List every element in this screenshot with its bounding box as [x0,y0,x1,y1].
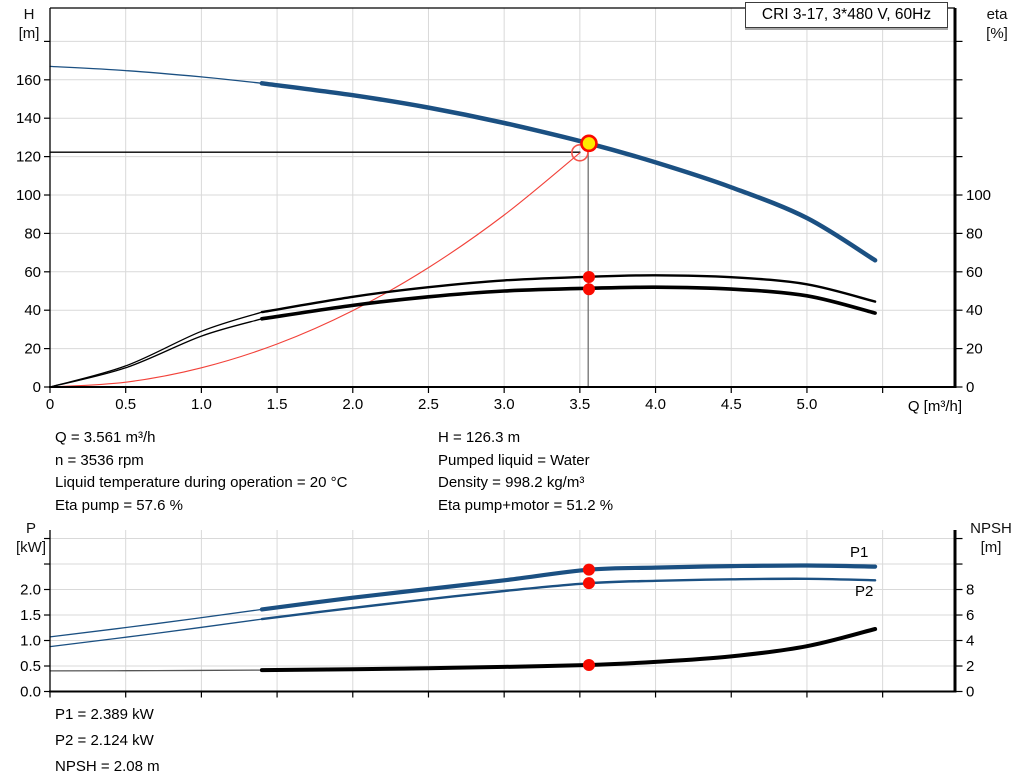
p-axis-title: P [kW] [8,519,54,557]
info-line-pumped-liquid: Pumped liquid = Water [438,451,590,469]
y-left-tick-label: 20 [24,341,41,358]
hq-chart-axes [44,7,963,393]
info-line-p1: P1 = 2.389 kW [55,706,154,723]
y-right-tick-label: 80 [966,225,983,242]
y-left-tick-label: 1.0 [20,633,41,650]
y-left-tick-label: 40 [24,302,41,319]
p2-point [582,577,595,590]
p1-curve-label: P1 [850,544,868,561]
y-left-tick-label: 0 [33,379,41,396]
npsh-axis-title-unit: [m] [980,539,1002,556]
eta-pump-motor-point [582,283,595,296]
y-left-tick-label: 140 [16,110,41,127]
x-tick-label: 1.0 [191,396,212,413]
npsh-axis-title-symbol: NPSH [970,520,1012,537]
y-left-tick-label: 100 [16,187,41,204]
p-npsh-chart: 0.0 0.5 1.0 1.5 2.0 0 2 4 6 8 P1 P2 [20,530,974,701]
system-curve [49,152,581,388]
requested-duty-point [571,143,589,162]
info-line-npsh: NPSH = 2.08 m [55,758,160,775]
hq-chart-tick-labels: 0 0.5 1.0 1.5 2.0 2.5 3.0 3.5 4.0 4.5 5.0 0 20 40 60 80… [16,72,991,413]
y-right-tick-label: 60 [966,264,983,281]
eta-pump-extension [49,311,263,388]
h-axis-title-unit: [m] [18,25,40,42]
hq-chart-grid [50,8,955,387]
y-right-tick-label: 6 [966,607,974,624]
y-left-tick-label: 80 [24,225,41,242]
y-right-tick-label: 2 [966,658,974,675]
p-npsh-chart-tick-labels: 0.0 0.5 1.0 1.5 2.0 0 2 4 6 8 [20,582,974,701]
y-right-tick-label: 8 [966,582,974,599]
y-right-tick-label: 40 [966,302,983,319]
y-left-tick-label: 160 [16,72,41,89]
pump-curve-extension [49,65,263,84]
p2-curve-extension [49,618,263,648]
duty-info-left-column: Q = 3.561 m³/h n = 3536 rpm Liquid tempe… [55,427,347,517]
x-tick-label: 3.5 [569,396,590,413]
q-axis-title: Q [m³/h] [907,398,962,415]
y-right-tick-label: 0 [966,379,974,396]
p1-point [582,563,595,576]
x-tick-label: 0 [46,396,54,413]
x-tick-label: 4.5 [721,396,742,413]
info-line-head: H = 126.3 m [438,429,521,446]
p-axis-title-symbol: P [25,520,36,537]
x-tick-label: 4.0 [645,396,666,413]
eta-axis-title: eta [%] [975,5,1019,43]
npsh-curve [259,627,878,673]
x-tick-label: 2.5 [418,396,439,413]
p2-curve-label: P2 [855,583,873,600]
pump-title-box: CRI 3-17, 3*480 V, 60Hz [745,2,948,28]
h-axis-title-symbol: H [23,6,35,23]
p1-curve [259,563,878,612]
npsh-point [582,658,595,671]
y-left-tick-label: 0.5 [20,658,41,675]
info-line-density: Density = 998.2 kg/m³ [438,474,585,491]
hq-chart: 0 0.5 1.0 1.5 2.0 2.5 3.0 3.5 4.0 4.5 5.0 0 20 40 60 80… [16,7,991,413]
p-npsh-chart-markers [582,563,595,671]
x-tick-label: 5.0 [797,396,818,413]
y-left-tick-label: 60 [24,264,41,281]
y-right-tick-label: 4 [966,633,974,650]
y-left-tick-label: 120 [16,149,41,166]
info-line-speed: n = 3536 rpm [55,451,144,469]
y-right-tick-label: 20 [966,341,983,358]
y-left-tick-label: 0.0 [20,684,41,701]
duty-point-marker [580,134,598,153]
duty-info-right-column: H = 126.3 m Pumped liquid = Water Densit… [438,427,613,517]
p1-curve-extension [49,608,263,638]
npsh-axis-title: NPSH [m] [962,519,1020,557]
p-npsh-chart-series [49,563,878,673]
eta-axis-title-symbol: eta [986,6,1008,23]
hq-chart-markers [571,134,598,296]
x-tick-label: 3.0 [494,396,515,413]
eta-pump-motor-extension [49,318,263,388]
h-axis-title: H [m] [10,5,48,43]
info-line-p2: P2 = 2.124 kW [55,732,154,749]
info-line-eta-pump-motor: Eta pump+motor = 51.2 % [438,496,614,514]
y-left-tick-label: 2.0 [20,582,41,599]
y-right-tick-label: 0 [966,684,974,701]
eta-pump-point [582,270,595,283]
hq-chart-series [49,65,878,388]
eta-axis-title-unit: [%] [986,25,1008,42]
x-tick-label: 2.0 [342,396,363,413]
eta-pump-motor-curve [260,285,877,321]
x-tick-label: 1.5 [267,396,288,413]
info-line-q: Q = 3.561 m³/h [55,429,156,446]
x-tick-label: 0.5 [115,396,136,413]
p-axis-title-unit: [kW] [16,539,46,556]
info-line-liquid-temp: Liquid temperature during operation = 20… [55,474,348,491]
pump-title: CRI 3-17, 3*480 V, 60Hz [761,6,932,23]
p-npsh-chart-axes [44,530,963,698]
power-npsh-info: P1 = 2.389 kW P2 = 2.124 kW NPSH = 2.08 … [55,702,160,780]
y-right-tick-label: 100 [966,187,991,204]
y-left-tick-label: 1.5 [20,607,41,624]
info-line-eta-pump: Eta pump = 57.6 % [55,496,183,514]
npsh-curve-extension [49,669,263,672]
